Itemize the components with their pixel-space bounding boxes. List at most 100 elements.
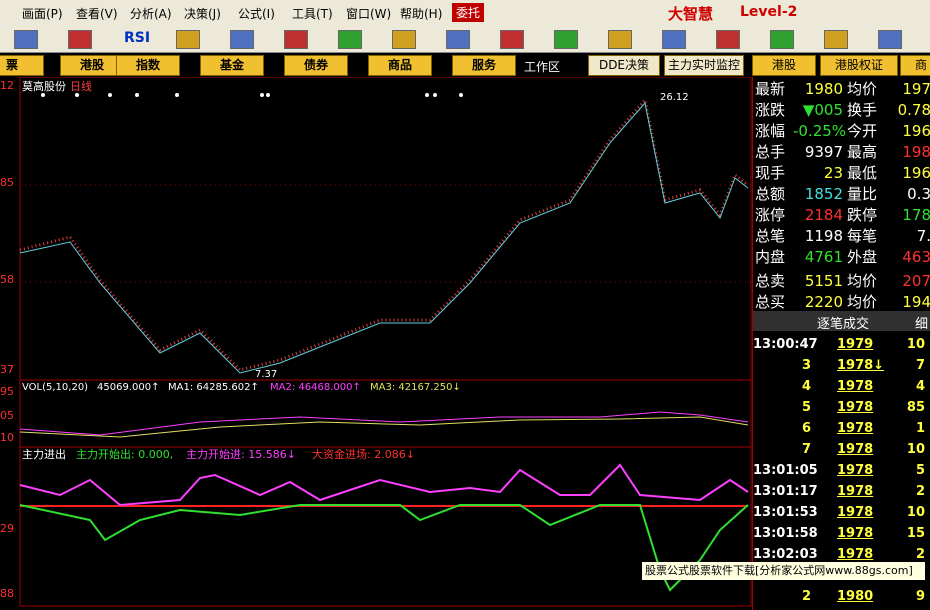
quote-value: 194 [902, 293, 930, 311]
vol-label: 05 [0, 409, 14, 422]
tab[interactable]: 基金 [200, 55, 264, 76]
period: 日线 [70, 79, 92, 93]
tick-volume: 7 [915, 358, 925, 373]
quote-label: 总额 [755, 185, 786, 203]
menu-item[interactable]: 决策(J) [184, 7, 221, 21]
tab[interactable]: DDE决策 [588, 55, 660, 76]
tool-button[interactable] [662, 30, 686, 49]
quote-label: 每笔 [847, 227, 878, 245]
tick-volume: 4 [915, 379, 925, 394]
tick-time: 2 [801, 589, 811, 604]
tick-time: 7 [801, 442, 811, 457]
menu-item[interactable]: 公式(I) [238, 7, 275, 21]
brand-level: Level-2 [740, 4, 798, 20]
vol-ma [19, 416, 749, 438]
tick-price: 1978 [837, 379, 874, 394]
tick-price: 1980 [837, 589, 874, 604]
quote-value: 0.78 [897, 101, 930, 119]
indicator-label: 88 [0, 587, 14, 600]
quote-value: 2220 [804, 293, 843, 311]
tick-price: 1979 [837, 337, 874, 352]
quote-value: 198 [902, 143, 930, 161]
tick-price: 1978 [837, 421, 874, 436]
vol-ma [19, 411, 749, 436]
tool-button[interactable] [284, 30, 308, 49]
tool-button[interactable] [554, 30, 578, 49]
tool-button[interactable] [14, 30, 38, 49]
tick-price: 1978 [837, 400, 874, 415]
menu-item[interactable]: 窗口(W) [346, 7, 392, 21]
tick-time: 3 [801, 358, 811, 373]
tool-button[interactable] [392, 30, 416, 49]
tool-button[interactable] [176, 30, 200, 49]
tool-button[interactable] [500, 30, 524, 49]
quote-label: 换手 [847, 101, 878, 119]
tick-volume: 2 [915, 484, 925, 499]
tab-bar: 票港股 指数 基金 债券 商品 服务 工作区 DDE决策 主力实时监控 港股 港股权证商 [0, 53, 930, 77]
tab[interactable]: 商 [900, 55, 930, 76]
quote-value: ▼005 [802, 101, 843, 119]
ticks-title: 逐笔成交 [817, 317, 870, 332]
tick-volume: 85 [906, 400, 925, 415]
high-label: 26.12 [660, 92, 689, 103]
quote-value: 2184 [804, 206, 843, 224]
menu-item[interactable]: 画面(P) [22, 7, 63, 21]
markers [41, 93, 463, 97]
tab[interactable]: 票 [0, 55, 44, 76]
quote-panel: 最新 1980 均价 197 涨跌 ▼005 换手 0.78 涨幅 -0.25% 今开 196 总手 93… [752, 77, 930, 610]
tab[interactable]: 债券 [284, 55, 348, 76]
quote-label: 今开 [847, 122, 878, 140]
quote-value: 4761 [804, 248, 843, 266]
tab[interactable]: 港股 [752, 55, 816, 76]
quote-value: 7. [916, 227, 930, 245]
trade-button[interactable]: 委托 [452, 3, 485, 22]
grid [20, 184, 751, 283]
tick-price: 1978↓ [837, 358, 885, 373]
menu-item[interactable]: 分析(A) [130, 7, 172, 21]
indicator-legend: 主力进出 [22, 447, 66, 461]
tick-volume: 10 [906, 337, 925, 352]
tool-button[interactable]: RSI [124, 30, 151, 46]
tick-price: 1978 [837, 463, 874, 478]
menu-item[interactable]: 工具(T) [292, 7, 333, 21]
tick-price: 1978 [837, 484, 874, 499]
quote-label: 总笔 [755, 227, 786, 245]
menu-item[interactable]: 帮助(H) [400, 7, 443, 21]
tick-volume: 2 [915, 547, 925, 562]
tool-button[interactable] [338, 30, 362, 49]
tool-button[interactable] [770, 30, 794, 49]
tool-button[interactable] [878, 30, 902, 49]
tick-time: 4 [801, 379, 811, 394]
tab[interactable]: 港股 [60, 55, 124, 76]
tool-button[interactable] [824, 30, 848, 49]
menu-item[interactable]: 查看(V) [76, 7, 118, 21]
quote-value: 9397 [804, 143, 843, 161]
price-trend [19, 101, 749, 374]
quote-label: 跌停 [847, 206, 878, 224]
price-label: 12 [0, 79, 14, 92]
tool-button[interactable] [716, 30, 740, 49]
tool-button[interactable] [446, 30, 470, 49]
indicator-legend: 主力开始进: 15.586↓ [186, 447, 296, 461]
tick-volume: 9 [915, 589, 925, 604]
quote-value: 1980 [804, 80, 843, 98]
vol-label: 95 [0, 385, 14, 398]
tab[interactable]: 主力实时监控 [664, 55, 744, 76]
tick-time: 13:01:17 [753, 484, 818, 499]
tab[interactable]: 指数 [116, 55, 180, 76]
tab[interactable]: 商品 [368, 55, 432, 76]
tick-volume: 10 [906, 442, 925, 457]
quote-value: 207 [902, 272, 930, 290]
chart-area: 莫高股份 日线 12 85 58 37 26.12 7.37 VOL(5,10,20) 45069… [0, 77, 752, 607]
tick-time: 6 [801, 421, 811, 436]
tool-button[interactable] [230, 30, 254, 49]
indicator-line [19, 463, 749, 507]
tool-button[interactable] [68, 30, 92, 49]
tab[interactable]: 港股权证 [820, 55, 898, 76]
watermark: 股票公式股票软件下载[分析家公式网www.88gs.com] [642, 562, 925, 580]
tool-button[interactable] [608, 30, 632, 49]
quote-label: 外盘 [847, 248, 878, 266]
vol-legend: MA2: 46468.000↑ [270, 382, 361, 393]
tick-volume: 10 [906, 505, 925, 520]
tab[interactable]: 服务 [452, 55, 516, 76]
